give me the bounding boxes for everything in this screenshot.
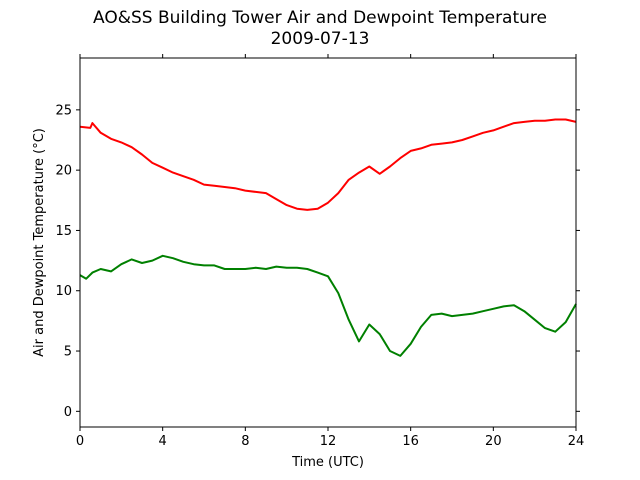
y-tick-label: 0: [64, 405, 72, 420]
x-tick-label: 8: [241, 434, 249, 449]
x-tick-label: 0: [76, 434, 84, 449]
x-tick-label: 16: [402, 434, 419, 449]
series-line-1: [79, 118, 577, 211]
chart-title: AO&SS Building Tower Air and Dewpoint Te…: [92, 8, 547, 28]
x-axis-label: Time (UTC): [291, 455, 364, 470]
y-tick-label: 5: [64, 345, 72, 360]
y-tick-label: 10: [55, 284, 72, 299]
y-tick-label: 15: [55, 224, 72, 239]
x-tick-label: 4: [159, 434, 167, 449]
series-layer: [79, 118, 577, 357]
x-tick-label: 20: [485, 434, 502, 449]
x-tick-label: 12: [320, 434, 337, 449]
chart-subtitle: 2009-07-13: [270, 29, 370, 49]
y-tick-label: 20: [55, 164, 72, 179]
x-tick-label: 24: [568, 434, 585, 449]
series-line-2: [79, 254, 577, 357]
y-axis-label: Air and Dewpoint Temperature (°C): [32, 128, 47, 357]
tick-layer: 0 4 8 12 16 20 24 0 5 10 15 20 25: [55, 54, 584, 449]
axes-frame: [79, 57, 577, 428]
y-tick-label: 25: [55, 103, 72, 118]
